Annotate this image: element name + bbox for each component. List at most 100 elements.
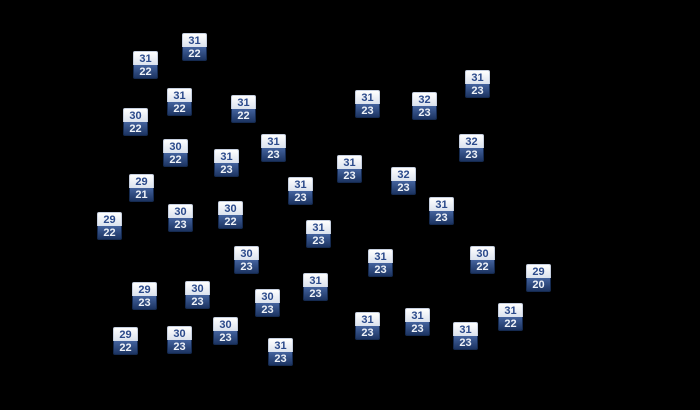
high-temperature-label: 30 [218,201,243,215]
temperature-marker[interactable]: 31 23 [306,220,331,248]
temperature-marker[interactable]: 31 23 [355,90,380,118]
high-temperature-label: 31 [182,33,207,47]
high-temperature-label: 29 [129,174,154,188]
low-temperature-label: 23 [268,352,293,366]
low-temperature-label: 23 [459,148,484,162]
temperature-marker[interactable]: 31 23 [453,322,478,350]
temperature-marker[interactable]: 31 23 [429,197,454,225]
temperature-marker[interactable]: 31 22 [133,51,158,79]
high-temperature-label: 31 [214,149,239,163]
low-temperature-label: 22 [498,317,523,331]
temperature-marker[interactable]: 29 21 [129,174,154,202]
low-temperature-label: 22 [167,102,192,116]
low-temperature-label: 23 [255,303,280,317]
temperature-marker[interactable]: 30 23 [255,289,280,317]
high-temperature-label: 30 [234,246,259,260]
temperature-marker[interactable]: 31 23 [405,308,430,336]
high-temperature-label: 31 [303,273,328,287]
low-temperature-label: 22 [470,260,495,274]
temperature-marker[interactable]: 31 23 [368,249,393,277]
high-temperature-label: 30 [167,326,192,340]
low-temperature-label: 23 [288,191,313,205]
low-temperature-label: 21 [129,188,154,202]
high-temperature-label: 30 [255,289,280,303]
temperature-marker[interactable]: 32 23 [391,167,416,195]
temperature-marker[interactable]: 32 23 [459,134,484,162]
low-temperature-label: 23 [337,169,362,183]
high-temperature-label: 31 [429,197,454,211]
high-temperature-label: 31 [453,322,478,336]
temperature-marker[interactable]: 30 22 [163,139,188,167]
temperature-marker[interactable]: 29 23 [132,282,157,310]
high-temperature-label: 31 [337,155,362,169]
high-temperature-label: 29 [97,212,122,226]
low-temperature-label: 23 [261,148,286,162]
low-temperature-label: 22 [113,341,138,355]
low-temperature-label: 22 [97,226,122,240]
temperature-marker[interactable]: 31 23 [337,155,362,183]
temperature-marker[interactable]: 30 22 [470,246,495,274]
low-temperature-label: 23 [214,163,239,177]
low-temperature-label: 22 [231,109,256,123]
temperature-marker[interactable]: 32 23 [412,92,437,120]
low-temperature-label: 23 [303,287,328,301]
temperature-marker[interactable]: 31 23 [465,70,490,98]
low-temperature-label: 23 [132,296,157,310]
temperature-marker[interactable]: 29 20 [526,264,551,292]
temperature-marker[interactable]: 31 22 [182,33,207,61]
temperature-marker[interactable]: 31 23 [288,177,313,205]
temperature-marker[interactable]: 29 22 [97,212,122,240]
temperature-marker[interactable]: 30 23 [168,204,193,232]
high-temperature-label: 32 [391,167,416,181]
temperature-marker[interactable]: 30 23 [185,281,210,309]
temperature-marker[interactable]: 30 23 [167,326,192,354]
low-temperature-label: 22 [123,122,148,136]
low-temperature-label: 23 [453,336,478,350]
high-temperature-label: 30 [163,139,188,153]
low-temperature-label: 22 [163,153,188,167]
temperature-marker[interactable]: 31 22 [167,88,192,116]
high-temperature-label: 32 [459,134,484,148]
high-temperature-label: 31 [268,338,293,352]
high-temperature-label: 31 [355,90,380,104]
high-temperature-label: 30 [185,281,210,295]
high-temperature-label: 31 [261,134,286,148]
temperature-marker[interactable]: 31 23 [355,312,380,340]
temperature-marker[interactable]: 30 23 [213,317,238,345]
high-temperature-label: 31 [405,308,430,322]
temperature-marker[interactable]: 31 23 [268,338,293,366]
high-temperature-label: 31 [465,70,490,84]
low-temperature-label: 23 [429,211,454,225]
low-temperature-label: 23 [168,218,193,232]
temperature-marker[interactable]: 31 22 [231,95,256,123]
high-temperature-label: 31 [368,249,393,263]
high-temperature-label: 31 [288,177,313,191]
temperature-marker[interactable]: 31 23 [303,273,328,301]
low-temperature-label: 23 [306,234,331,248]
temperature-marker[interactable]: 30 23 [234,246,259,274]
low-temperature-label: 22 [218,215,243,229]
high-temperature-label: 31 [133,51,158,65]
temperature-marker[interactable]: 29 22 [113,327,138,355]
low-temperature-label: 23 [412,106,437,120]
high-temperature-label: 30 [470,246,495,260]
high-temperature-label: 29 [113,327,138,341]
high-temperature-label: 31 [231,95,256,109]
low-temperature-label: 23 [234,260,259,274]
low-temperature-label: 23 [368,263,393,277]
temperature-marker[interactable]: 30 22 [218,201,243,229]
low-temperature-label: 23 [355,104,380,118]
temperature-marker[interactable]: 31 23 [214,149,239,177]
high-temperature-label: 32 [412,92,437,106]
low-temperature-label: 23 [185,295,210,309]
temperature-marker[interactable]: 30 22 [123,108,148,136]
low-temperature-label: 23 [213,331,238,345]
high-temperature-label: 30 [123,108,148,122]
high-temperature-label: 31 [167,88,192,102]
temperature-marker[interactable]: 31 22 [498,303,523,331]
low-temperature-label: 23 [405,322,430,336]
low-temperature-label: 23 [391,181,416,195]
temperature-marker[interactable]: 31 23 [261,134,286,162]
low-temperature-label: 23 [465,84,490,98]
